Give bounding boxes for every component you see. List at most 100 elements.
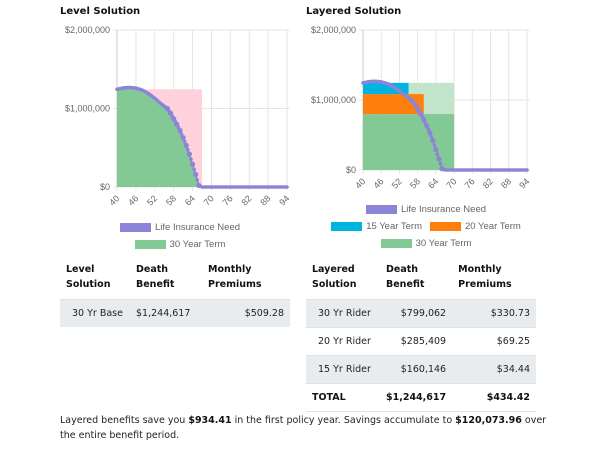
cell-total-premium: $434.42 bbox=[452, 383, 536, 412]
need-point bbox=[174, 121, 180, 127]
need-points bbox=[361, 79, 529, 172]
need-point bbox=[525, 168, 529, 172]
x-tick-label: 52 bbox=[145, 193, 159, 207]
legend-item-20-year-term[interactable]: 20 Year Term bbox=[430, 221, 521, 232]
col-header-solution: Layered Solution bbox=[312, 264, 357, 290]
need-point bbox=[189, 157, 193, 161]
legend-swatch-30yr bbox=[380, 239, 412, 248]
col-header-solution: Level Solution bbox=[66, 264, 111, 290]
level-solution-title: Level Solution bbox=[60, 6, 141, 17]
cell-total-death-benefit: $1,244,617 bbox=[380, 383, 453, 412]
y-tick-label: $0 bbox=[100, 182, 110, 192]
need-point bbox=[435, 152, 440, 157]
cell-premium: $330.73 bbox=[452, 299, 536, 328]
x-tick-label: 40 bbox=[353, 176, 367, 190]
need-point bbox=[421, 117, 427, 123]
legend-item-life-insurance-need[interactable]: Life Insurance Need bbox=[119, 222, 241, 233]
total-savings: $120,073.96 bbox=[455, 415, 522, 426]
table-row: 15 Yr Rider $160,146 $34.44 bbox=[306, 355, 536, 384]
need-point bbox=[430, 138, 436, 144]
need-point bbox=[436, 156, 442, 162]
layered-solution-chart: $0 $1,000,000 $2,000,000 40 46 52 58 64 70 76 82 88… bbox=[311, 25, 531, 190]
savings-summary: Layered benefits save you $934.41 in the… bbox=[60, 415, 547, 441]
x-tick-label: 52 bbox=[390, 176, 404, 190]
legend-swatch-20yr bbox=[430, 222, 461, 231]
col-header-death-benefit: Death Benefit bbox=[136, 264, 175, 290]
level-solution-chart: $0 $1,000,000 $2,000,000 40 46 52 58 64 70 76 82 88… bbox=[65, 25, 291, 207]
need-point bbox=[432, 143, 437, 147]
need-point bbox=[433, 147, 439, 153]
table-row: 30 Yr Rider $799,062 $330.73 bbox=[306, 299, 536, 328]
legend-swatch-15yr bbox=[331, 222, 363, 231]
need-point bbox=[180, 134, 186, 141]
legend-item-life-insurance-need[interactable]: Life Insurance Need bbox=[365, 204, 486, 215]
cell-premium: $509.28 bbox=[202, 299, 290, 327]
table-total-row: TOTAL $1,244,617 $434.42 bbox=[306, 383, 536, 412]
x-tick-label: 82 bbox=[481, 176, 495, 190]
cell-death-benefit: $1,244,617 bbox=[130, 299, 202, 327]
cell-solution: 15 Yr Rider bbox=[306, 355, 380, 384]
legend-swatch-30yr bbox=[134, 240, 166, 249]
x-tick-label: 70 bbox=[444, 176, 458, 190]
x-tick-label: 76 bbox=[463, 176, 477, 190]
need-point bbox=[179, 132, 184, 136]
need-point bbox=[193, 171, 199, 178]
x-tick-label: 64 bbox=[426, 176, 440, 190]
x-tick-label: 46 bbox=[126, 193, 140, 207]
first-year-savings: $934.41 bbox=[188, 415, 232, 426]
cell-solution: 30 Yr Base bbox=[60, 299, 130, 327]
need-points bbox=[115, 85, 289, 189]
legend-swatch-need bbox=[365, 205, 397, 214]
x-tick-label: 82 bbox=[239, 193, 253, 207]
cell-total-label: TOTAL bbox=[306, 383, 380, 412]
y-tick-label: $1,000,000 bbox=[65, 104, 110, 114]
col-header-death-benefit: Death Benefit bbox=[386, 264, 425, 290]
table-row: 20 Yr Rider $285,409 $69.25 bbox=[306, 327, 536, 356]
legend-item-30-year-term[interactable]: 30 Year Term bbox=[380, 238, 472, 249]
x-tick-label: 94 bbox=[277, 193, 291, 207]
x-tick-label: 64 bbox=[183, 193, 197, 207]
col-header-monthly-premiums: Monthly Premiums bbox=[458, 264, 512, 290]
legend-label: Life Insurance Need bbox=[154, 222, 241, 233]
cell-solution: 20 Yr Rider bbox=[306, 327, 380, 356]
x-tick-label: 88 bbox=[499, 176, 513, 190]
layered-legend: Life Insurance Need 15 Year Term 20 Year… bbox=[306, 201, 546, 252]
term-15yr-band bbox=[363, 82, 409, 95]
cell-premium: $69.25 bbox=[452, 327, 536, 356]
x-tick-label: 76 bbox=[221, 193, 235, 207]
need-point bbox=[183, 142, 189, 148]
need-point bbox=[429, 134, 434, 139]
cell-solution: 30 Yr Rider bbox=[306, 299, 380, 328]
legend-label: 15 Year Term bbox=[366, 221, 422, 232]
need-point bbox=[186, 147, 190, 152]
x-tick-label: 94 bbox=[517, 176, 531, 190]
need-point bbox=[177, 127, 183, 134]
need-point bbox=[427, 130, 433, 136]
y-tick-label: $2,000,000 bbox=[311, 25, 356, 35]
need-point bbox=[189, 161, 196, 167]
x-tick-label: 58 bbox=[408, 176, 422, 190]
x-tick-label: 40 bbox=[107, 193, 121, 207]
cell-premium: $34.44 bbox=[452, 355, 536, 384]
need-point bbox=[424, 123, 430, 129]
term-30yr-area bbox=[117, 87, 202, 187]
y-tick-label: $1,000,000 bbox=[311, 95, 356, 105]
need-point bbox=[438, 161, 443, 166]
legend-item-30-year-term[interactable]: 30 Year Term bbox=[134, 239, 226, 250]
need-point bbox=[182, 139, 187, 144]
cell-death-benefit: $799,062 bbox=[380, 299, 453, 328]
legend-item-15-year-term[interactable]: 15 Year Term bbox=[331, 221, 422, 232]
level-solution-table: Level Solution Death Benefit Monthly Premiu… bbox=[60, 258, 290, 327]
legend-label: 30 Year Term bbox=[415, 238, 472, 249]
y-tick-label: $2,000,000 bbox=[65, 25, 110, 35]
need-point bbox=[192, 167, 196, 172]
layered-solution-table: Layered Solution Death Benefit Monthly Prem… bbox=[306, 258, 536, 412]
layered-solution-title: Layered Solution bbox=[306, 6, 402, 17]
need-point bbox=[285, 185, 289, 189]
x-tick-label: 88 bbox=[258, 193, 272, 207]
col-header-monthly-premiums: Monthly Premiums bbox=[208, 264, 262, 290]
level-legend: Life Insurance Need 30 Year Term bbox=[60, 219, 300, 253]
x-tick-label: 70 bbox=[202, 193, 216, 207]
cell-death-benefit: $285,409 bbox=[380, 327, 453, 356]
legend-label: 30 Year Term bbox=[169, 239, 226, 250]
